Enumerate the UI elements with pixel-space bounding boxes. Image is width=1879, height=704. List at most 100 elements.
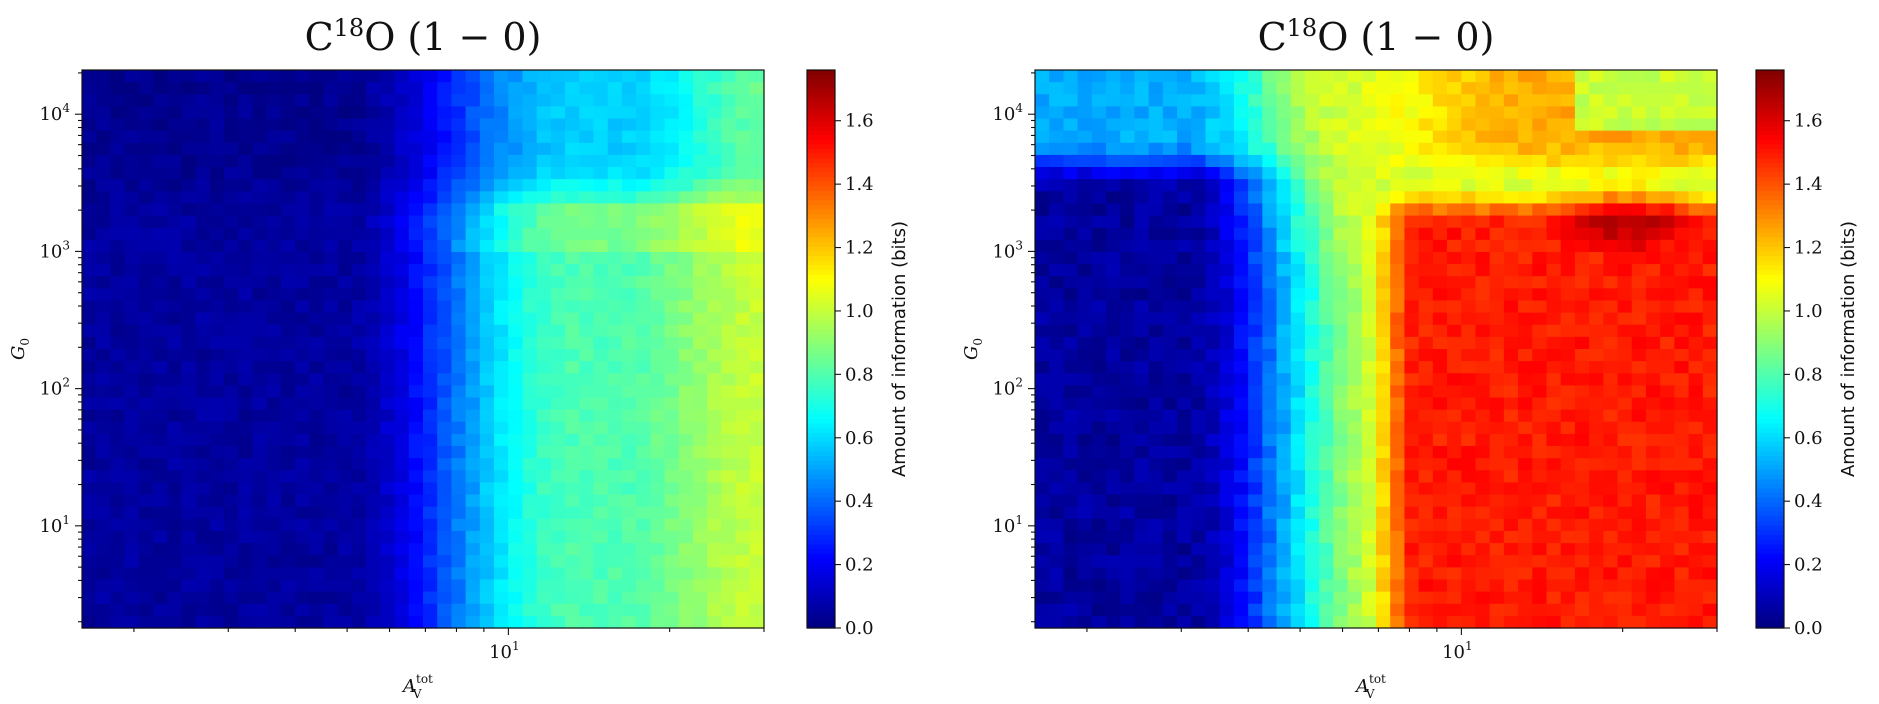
heatmap-cell: [1091, 482, 1107, 496]
heatmap-cell: [451, 530, 467, 544]
heatmap-cell: [1432, 518, 1448, 532]
heatmap-cell: [280, 82, 296, 95]
heatmap-cell: [1134, 591, 1150, 605]
heatmap-cell: [692, 385, 708, 399]
heatmap-cell: [1148, 579, 1164, 593]
heatmap-cell: [1233, 191, 1249, 205]
heatmap-cell: [1134, 506, 1150, 520]
heatmap-cell: [465, 106, 481, 120]
heatmap-cell: [1262, 154, 1278, 168]
heatmap-cell: [1475, 530, 1491, 544]
heatmap-cell: [593, 349, 609, 362]
heatmap-cell: [1148, 324, 1164, 338]
heatmap-cell: [1660, 82, 1675, 95]
heatmap-cell: [1248, 324, 1263, 338]
heatmap-cell: [1233, 421, 1249, 435]
heatmap-cell: [1418, 179, 1434, 192]
heatmap-cell: [536, 94, 552, 107]
heatmap-cell: [465, 300, 481, 314]
heatmap-cell: [565, 579, 580, 593]
heatmap-cell: [1475, 373, 1491, 386]
heatmap-cell: [295, 591, 310, 605]
heatmap-cell: [1219, 421, 1235, 435]
heatmap-cell: [1304, 579, 1320, 593]
heatmap-cell: [1319, 82, 1334, 95]
heatmap-cell: [224, 543, 239, 556]
heatmap-cell: [1091, 324, 1107, 338]
heatmap-cell: [550, 446, 566, 459]
heatmap-cell: [1347, 239, 1363, 253]
heatmap-cell: [1574, 421, 1590, 435]
heatmap-cell: [1461, 191, 1477, 205]
heatmap-cell: [1688, 118, 1704, 132]
heatmap-cell: [550, 94, 566, 107]
heatmap-cell: [1106, 191, 1121, 205]
x-tick-label: 101: [1442, 639, 1473, 663]
heatmap-cell: [1191, 518, 1207, 532]
heatmap-cell: [735, 446, 751, 459]
colorbar-tick-label: 0.2: [845, 555, 874, 576]
heatmap-cell: [1205, 82, 1221, 95]
heatmap-cell: [1390, 385, 1406, 399]
heatmap-cell: [692, 167, 708, 180]
heatmap-cell: [650, 397, 666, 411]
heatmap-cell: [1518, 373, 1533, 386]
heatmap-cell: [1319, 312, 1334, 326]
heatmap-cell: [1645, 191, 1661, 205]
heatmap-cell: [494, 591, 509, 605]
heatmap-cell: [678, 106, 694, 120]
heatmap-cell: [1560, 227, 1576, 241]
heatmap-cell: [1503, 555, 1519, 568]
heatmap-cell: [707, 130, 722, 144]
heatmap-cell: [195, 191, 211, 205]
heatmap-cell: [1333, 154, 1349, 168]
colorbar-segment: [1756, 242, 1784, 248]
heatmap-cell: [1560, 312, 1576, 326]
heatmap-cell: [1560, 530, 1576, 544]
heatmap-cell: [749, 603, 765, 617]
heatmap-cell: [1589, 482, 1604, 496]
heatmap-cell: [707, 421, 722, 435]
heatmap-cell: [607, 494, 623, 508]
heatmap-cell: [1461, 591, 1477, 605]
heatmap-cell: [678, 579, 694, 593]
heatmap-cell: [1205, 482, 1221, 496]
heatmap-cell: [1120, 591, 1136, 605]
heatmap-cell: [323, 567, 339, 581]
heatmap-cell: [1674, 518, 1690, 532]
heatmap-cell: [621, 264, 637, 277]
heatmap-cell: [351, 191, 367, 205]
heatmap-cell: [1475, 130, 1491, 144]
heatmap-cell: [110, 579, 126, 593]
heatmap-cell: [550, 118, 566, 132]
heatmap-cell: [1091, 349, 1107, 362]
heatmap-cell: [522, 373, 538, 386]
heatmap-cell: [1248, 203, 1263, 217]
heatmap-cell: [479, 361, 495, 374]
heatmap-cell: [536, 70, 552, 83]
heatmap-cell: [1574, 154, 1590, 168]
heatmap-cell: [1390, 482, 1406, 496]
heatmap-cell: [1645, 446, 1661, 459]
heatmap-cell: [1191, 324, 1207, 338]
heatmap-cell: [1589, 409, 1604, 423]
heatmap-cell: [707, 288, 722, 302]
heatmap-cell: [224, 615, 239, 629]
heatmap-cell: [1418, 385, 1434, 399]
heatmap-cell: [252, 409, 268, 423]
heatmap-cell: [1134, 106, 1150, 120]
heatmap-cell: [1205, 361, 1221, 374]
heatmap-cell: [280, 409, 296, 423]
heatmap-cell: [181, 409, 197, 423]
heatmap-cell: [1219, 555, 1235, 568]
heatmap-cell: [749, 409, 765, 423]
heatmap-cell: [1148, 106, 1164, 120]
colorbar-segment: [807, 358, 835, 364]
heatmap-cell: [394, 324, 410, 338]
heatmap-cells: [1035, 70, 1718, 629]
heatmap-cell: [1035, 227, 1050, 241]
heatmap-cell: [1035, 615, 1050, 629]
heatmap-cell: [124, 361, 140, 374]
heatmap-cell: [309, 470, 325, 484]
heatmap-cell: [1162, 70, 1178, 83]
